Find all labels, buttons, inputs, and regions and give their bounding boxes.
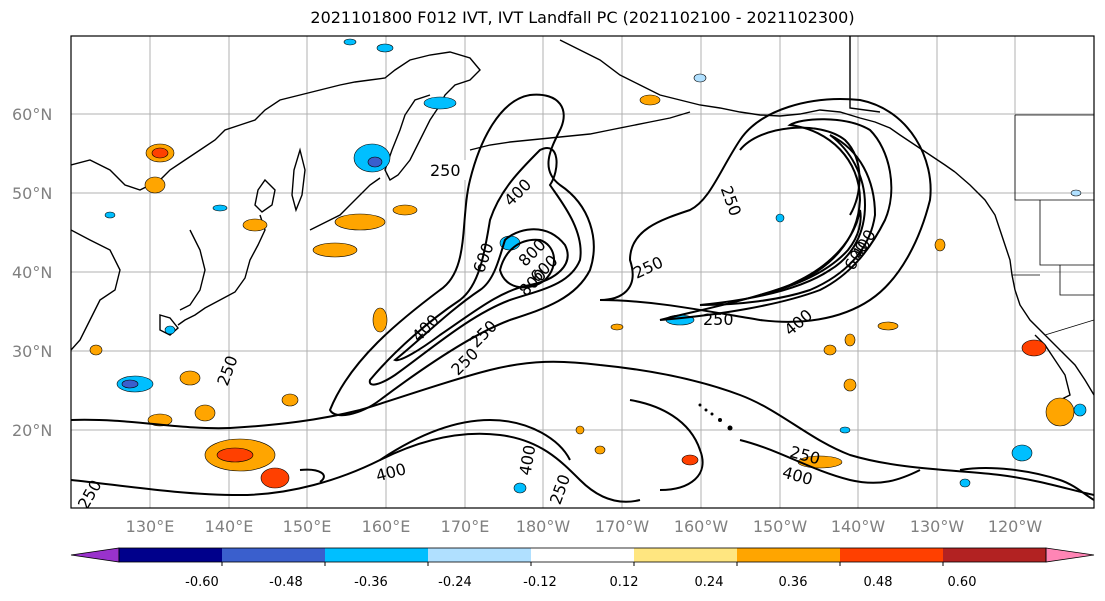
- colorbar-tick-label: -0.12: [523, 575, 557, 590]
- colorbar-tick-label: -0.36: [354, 575, 388, 590]
- colorbar-segment: [222, 548, 326, 562]
- map-title: 2021101800 F012 IVT, IVT Landfall PC (20…: [310, 8, 855, 27]
- colorbar-segment: [840, 548, 944, 562]
- pc-fill-positive: [89, 94, 1075, 489]
- lat-label: 30°N: [12, 342, 52, 361]
- lon-label: 170°W: [595, 517, 650, 536]
- lon-label: 160°W: [674, 517, 729, 536]
- colorbar-extend-low: [70, 547, 120, 563]
- lon-label: 150°W: [753, 517, 808, 536]
- colorbar-tick-label: -0.48: [269, 575, 303, 590]
- lon-label: 180°W: [516, 517, 571, 536]
- lon-label: 150°E: [283, 517, 332, 536]
- hawaii-islands: [698, 403, 733, 431]
- colorbar-ticks: -0.60 -0.48 -0.36 -0.24 -0.12 0.12 0.24 …: [185, 575, 976, 590]
- contour-label: 250: [703, 310, 734, 329]
- contour-label: 250: [430, 161, 461, 180]
- lon-label: 120°W: [988, 517, 1043, 536]
- colorbar-tick-label: 0.60: [948, 575, 977, 590]
- colorbar-segment: [943, 548, 1047, 562]
- map-frame: [70, 35, 1095, 509]
- colorbar-segment: [531, 548, 635, 562]
- lon-label: 130°W: [910, 517, 965, 536]
- lon-label: 170°E: [441, 517, 490, 536]
- colorbar-tick-label: 0.24: [695, 575, 724, 590]
- colorbar-tick-label: 0.36: [779, 575, 808, 590]
- lon-label: 140°E: [205, 517, 254, 536]
- lat-label: 50°N: [12, 184, 52, 203]
- lon-label: 140°W: [831, 517, 886, 536]
- colorbar-extend-high: [1045, 547, 1095, 563]
- ivt-contours: [71, 93, 1094, 503]
- colorbar-segment: [325, 548, 429, 562]
- lat-label: 60°N: [12, 105, 52, 124]
- political-borders: [1012, 114, 1094, 336]
- colorbar-segment: [119, 548, 223, 562]
- colorbar-segment: [737, 548, 841, 562]
- lon-labels: 130°E 140°E 150°E 160°E 170°E 180°W 170°…: [126, 517, 1043, 536]
- colorbar-tick-label: 0.48: [864, 575, 893, 590]
- colorbar-border: [118, 547, 1047, 563]
- colorbar-segment: [634, 548, 738, 562]
- gridlines: [71, 36, 1094, 508]
- lon-label: 130°E: [126, 517, 175, 536]
- lat-label: 20°N: [12, 421, 52, 440]
- colorbar-tick-label: -0.60: [185, 575, 219, 590]
- colorbar: [70, 547, 1095, 566]
- colorbar-tick-label: -0.24: [438, 575, 472, 590]
- lat-label: 40°N: [12, 263, 52, 282]
- colorbar-segment: [428, 548, 532, 562]
- lat-labels: 60°N 50°N 40°N 30°N 20°N: [12, 105, 52, 440]
- colorbar-tick-label: 0.12: [610, 575, 639, 590]
- lon-label: 160°E: [362, 517, 411, 536]
